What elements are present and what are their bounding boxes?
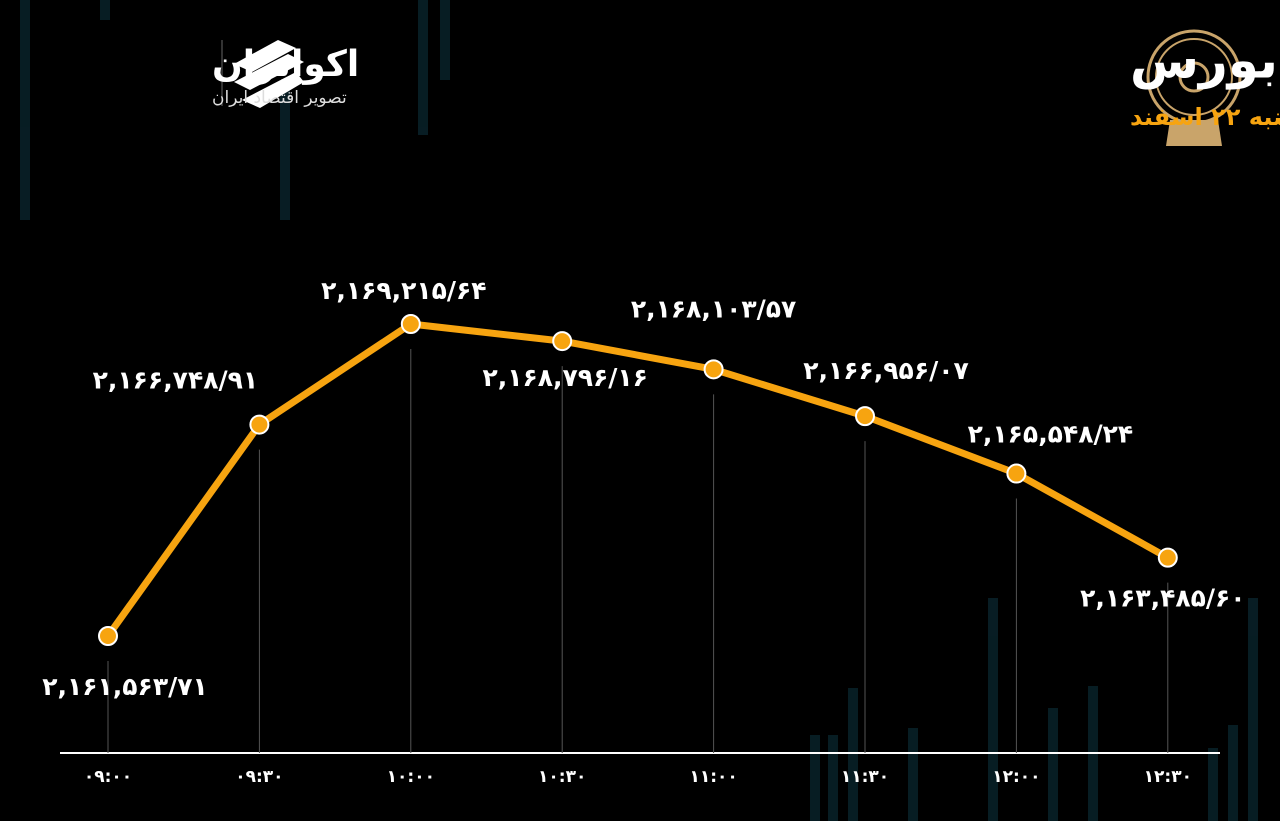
point bbox=[1157, 547, 1178, 568]
x-tick-label: ۱۰:۰۰ bbox=[387, 767, 435, 787]
value-label: ۲,۱۶۶,۷۴۸/۹۱ bbox=[93, 366, 258, 395]
tagline: تصویر اقتصاد ایران bbox=[212, 88, 347, 108]
x-tick-label: ۱۰:۳۰ bbox=[538, 767, 586, 787]
point bbox=[98, 626, 118, 646]
point bbox=[400, 314, 421, 334]
logo-left: اکوایران تصویر اقتصاد ایران bbox=[212, 40, 359, 108]
x-tick-label: ۱۲:۳۰ bbox=[1144, 767, 1192, 787]
brand: اکوایران bbox=[212, 44, 359, 85]
value-label: ۲,۱۶۸,۱۰۳/۵۷ bbox=[631, 294, 796, 323]
value-label: ۲,۱۶۵,۵۴۸/۲۴ bbox=[968, 420, 1133, 449]
title: روند شاخص کل بورس bbox=[1130, 32, 1280, 91]
x-tick-label: ۱۱:۳۰ bbox=[841, 767, 889, 787]
logo-right bbox=[1146, 29, 1242, 146]
value-label: ۲,۱۶۳,۴۸۵/۶۰ bbox=[1080, 584, 1245, 613]
value-label: ۲,۱۶۶,۹۵۶/۰۷ bbox=[803, 356, 968, 385]
point bbox=[855, 406, 875, 427]
point bbox=[249, 414, 270, 435]
x-tick-label: ۰۹:۰۰ bbox=[84, 767, 132, 787]
x-tick-label: ۰۹:۳۰ bbox=[235, 767, 283, 787]
line bbox=[105, 320, 1170, 639]
point bbox=[1006, 463, 1027, 484]
x-tick-label: ۱۲:۰۰ bbox=[992, 767, 1040, 787]
value-label: ۲,۱۶۹,۲۱۵/۶۴ bbox=[321, 276, 486, 305]
point bbox=[703, 359, 724, 380]
value-label: ۲,۱۶۱,۵۶۳/۷۱ bbox=[42, 672, 207, 701]
point bbox=[552, 331, 573, 352]
value-label: ۲,۱۶۸,۷۹۶/۱۶ bbox=[482, 363, 647, 392]
x-tick-label: ۱۱:۰۰ bbox=[689, 767, 737, 787]
subtitle: سه شنبه ۲۲ اسفند bbox=[1130, 103, 1280, 131]
